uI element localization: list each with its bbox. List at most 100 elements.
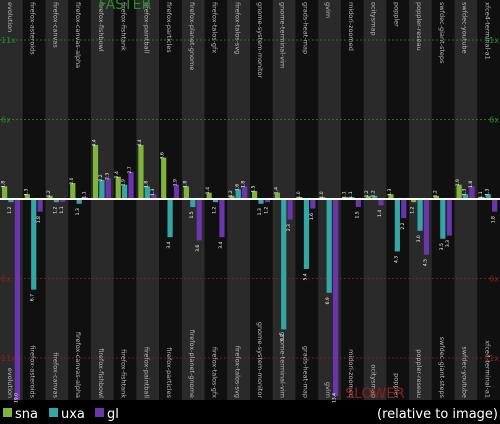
category-label-bottom: firefox-particles: [165, 347, 173, 398]
bar-value-label: 4.3: [393, 256, 399, 263]
bar-value-label: 1.9: [121, 179, 127, 186]
bar-sna: [388, 194, 394, 199]
bar-gl: [264, 200, 270, 203]
bar-value-label: 1.5: [354, 211, 360, 218]
bar-uxa: [417, 200, 423, 231]
bar-value-label: 3.3: [445, 240, 451, 247]
bar-gl: [469, 186, 475, 199]
bar-value-label: 1.3: [484, 189, 490, 196]
bar-value-label: 1.4: [205, 187, 211, 194]
bar-gl: [378, 200, 384, 206]
category-label-top: gnome-terminal-vim: [279, 2, 287, 68]
category-label-bottom: swfdec-youtube: [461, 346, 469, 398]
bar-value-label: 1.6: [234, 184, 240, 191]
bar-value-label: 1.2: [7, 206, 13, 213]
bar-uxa: [53, 200, 60, 203]
legend-swatch-gl: [95, 408, 104, 417]
bar-value-label: 1.5: [251, 185, 257, 192]
category-label-top: gvim: [324, 2, 332, 18]
category-label-bottom: firefox-fishbowl: [97, 348, 105, 398]
bar-uxa: [8, 200, 14, 203]
category-label-bottom: poppler: [392, 373, 400, 398]
category-label-top: xfce4-terminal-a1: [483, 2, 491, 60]
bar-sna: [92, 144, 99, 199]
bar-uxa: [485, 194, 491, 199]
baseline-1x: [0, 198, 500, 200]
category-label-top: midori-zoomed: [347, 2, 355, 51]
bar-value-label: 1.0: [296, 191, 302, 198]
category-label-bottom: firefox-canvas: [51, 352, 59, 398]
bar-uxa: [372, 195, 378, 199]
bar-uxa: [394, 200, 400, 252]
bar-uxa: [144, 186, 150, 199]
bar-sna: [24, 194, 30, 199]
category-label-top: firefox-canvas: [51, 2, 59, 48]
bar-value-label: 1.9: [455, 179, 461, 186]
bar-value-label: 1.6: [309, 213, 315, 220]
legend-swatch-sna: [3, 408, 12, 417]
bar-sna: [411, 200, 417, 203]
bar-value-label: 1.0: [319, 191, 325, 198]
y-tick-label: 6x: [1, 116, 11, 125]
bar-value-label: 1.2: [263, 206, 269, 213]
bar-sna: [456, 184, 462, 199]
category-label-top: grads-heat-map: [301, 2, 309, 54]
category-label-top: swfdec-giant-steps: [438, 2, 446, 64]
category-label-top: poppler-reseau: [415, 2, 423, 51]
y-tick-label: 11x: [1, 36, 16, 45]
bar-sna: [161, 157, 167, 199]
bar-sna: [2, 186, 8, 199]
bar-value-label: 1.2: [212, 206, 218, 213]
category-label-bottom: gnome-terminal-vim: [279, 332, 287, 398]
category-label-bottom: poppler-reseau: [415, 349, 423, 398]
bar-value-label: 1.2: [432, 190, 438, 197]
bar-uxa: [167, 200, 173, 238]
bar-value-label: 3.5: [439, 243, 445, 250]
bar-value-label: 4.5: [422, 259, 428, 266]
category-label-bottom: xfce4-terminal-a1: [483, 340, 491, 398]
bar-series: 1.81.3 1.22.04.42.44.43.61.81.4 1.21.5 1.41…: [1, 139, 498, 403]
bar-value-label: 1.4: [377, 210, 383, 217]
bar-value-label: 4.4: [92, 139, 98, 146]
bar-value-label: 6.7: [30, 294, 36, 301]
bar-value-label: 1.1: [342, 191, 348, 198]
bar-sna: [206, 192, 212, 199]
bar-value-label: 2.7: [127, 166, 133, 173]
bar-uxa: [462, 194, 469, 199]
category-label-bottom: firefox-planet-gnome: [188, 330, 196, 398]
category-label-top: evolution: [6, 2, 14, 32]
bar-value-label: 2.4: [114, 171, 120, 178]
bar-value-label: 1.1: [478, 191, 484, 198]
bar-sna: [115, 176, 121, 199]
bar-value-label: 1.3: [75, 208, 81, 215]
category-label-bottom: midori-zoomed: [347, 349, 355, 398]
bar-gl: [310, 200, 316, 209]
bar-value-label: 6.9: [325, 297, 331, 304]
category-label-bottom: grads-heat-map: [301, 346, 309, 398]
y-tick-label: 11x: [484, 354, 499, 363]
legend: sna uxa gl: [3, 407, 119, 422]
bar-value-label: 1.1: [82, 191, 88, 198]
bar-uxa: [122, 184, 128, 199]
bar-sna: [252, 191, 258, 199]
y-axis-ticks: 11x 11x 6x 6x 6x 6x 11x 11x: [1, 36, 499, 363]
bar-gl: [423, 200, 430, 255]
category-label-top: firefox-planet-gnome: [188, 2, 196, 70]
faster-title: FASTER: [99, 0, 152, 13]
bar-gl: [401, 200, 407, 219]
legend-note: (relative to image): [377, 407, 498, 422]
bar-value-label: 1.8: [468, 181, 474, 188]
bar-value-label: 1.8: [36, 216, 42, 223]
bar-value-label: 2.2: [98, 174, 104, 181]
category-label-top: firefox-paintball: [142, 2, 150, 53]
bar-value-label: 4.4: [137, 139, 143, 146]
bar-sna: [70, 183, 76, 199]
category-label-top: firefox-talos-svg: [233, 2, 241, 54]
bar-value-label: 2.3: [104, 173, 110, 180]
bar-value-label: 1.2: [410, 206, 416, 213]
bar-value-label: 3.4: [218, 241, 224, 248]
bar-value-label: 13.4: [332, 393, 338, 403]
bar-value-label: 1.3: [257, 208, 263, 215]
category-label-bottom: firefox-canvas-alpha: [74, 332, 82, 398]
